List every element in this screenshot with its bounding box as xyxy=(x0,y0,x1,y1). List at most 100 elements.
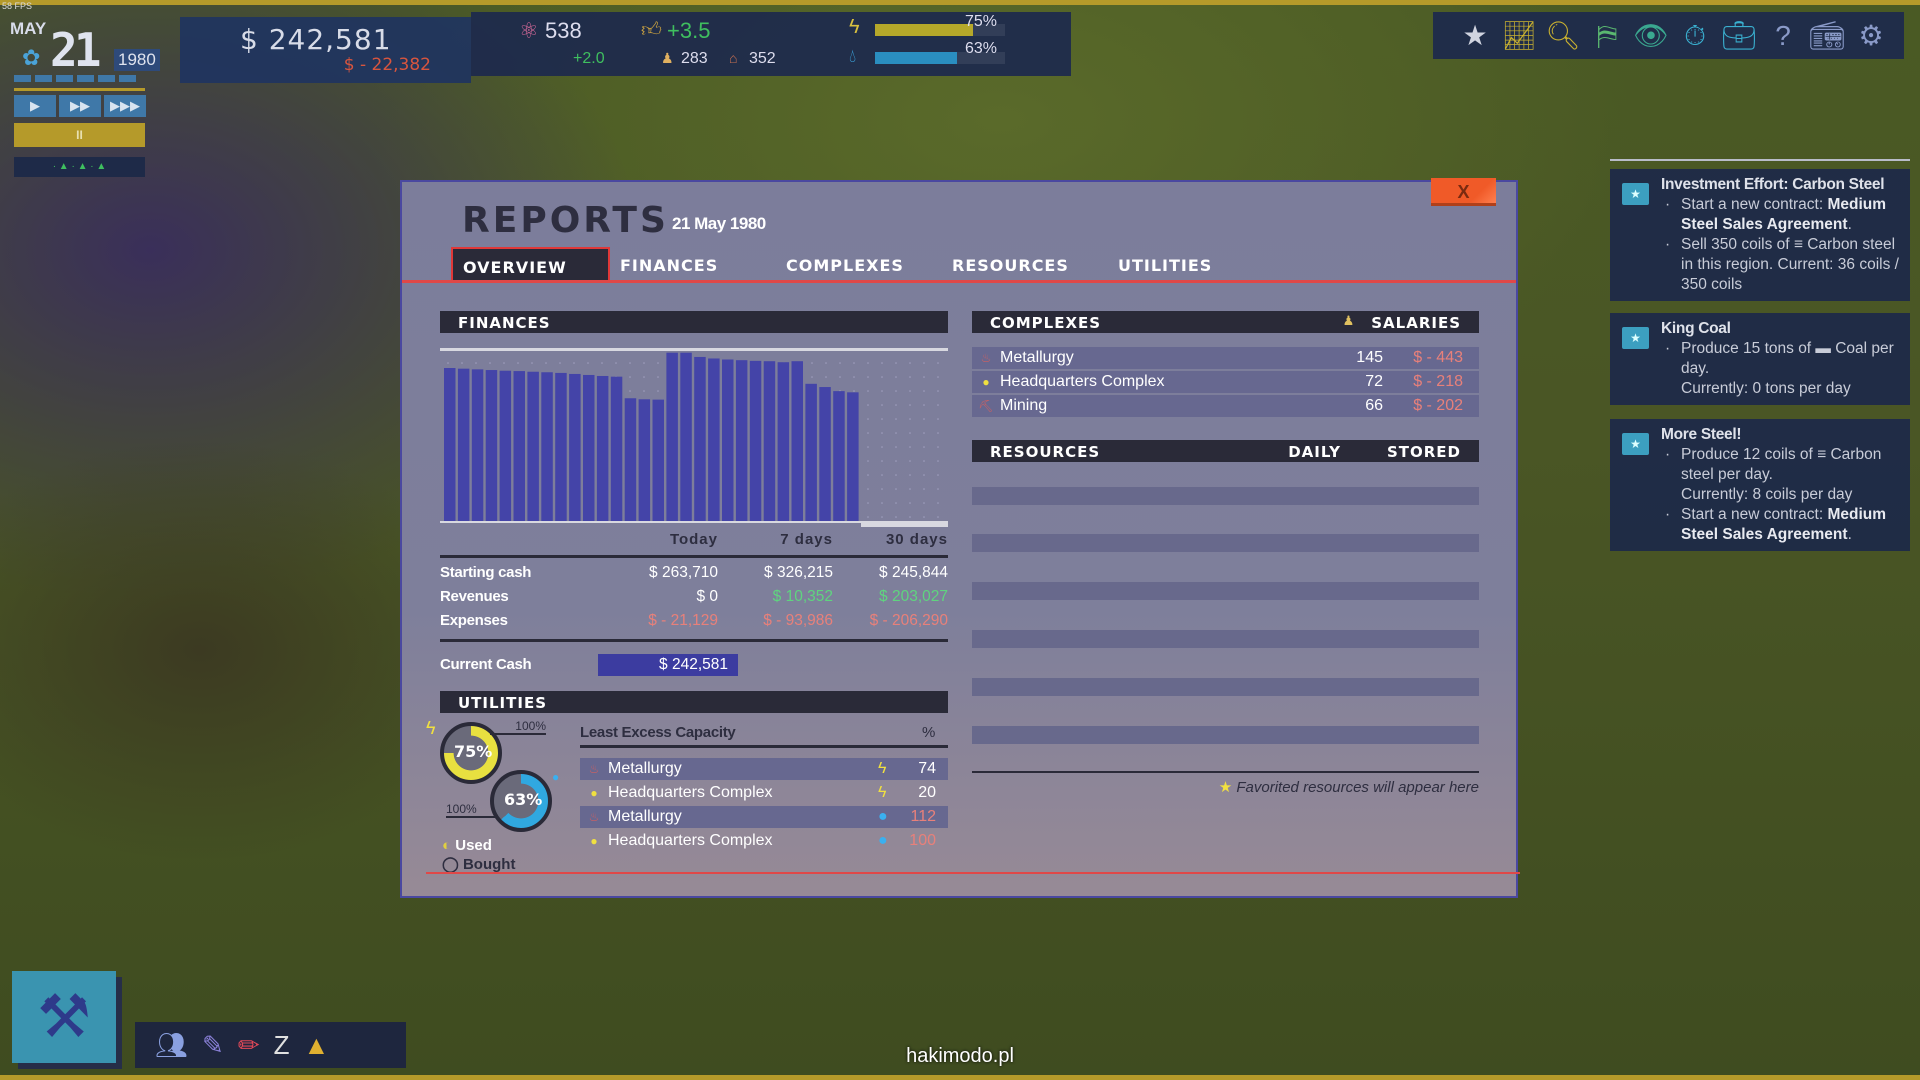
utility-row[interactable]: ♨ Metallurgy ● 112 xyxy=(580,806,948,828)
power-icon: ϟ xyxy=(878,784,887,801)
workers-value[interactable]: 283 xyxy=(681,50,708,67)
utility-row[interactable]: ● Headquarters Complex ϟ 20 xyxy=(580,782,948,804)
water-gauge xyxy=(490,770,552,832)
reports-window: X REPORTS 21 May 1980 OVERVIEW FINANCES … xyxy=(400,178,1520,898)
fps-counter: 58 FPS xyxy=(2,1,33,11)
quest-card[interactable]: ★ King Coal Produce 15 tons of ▬ Coal per … xyxy=(1610,313,1910,405)
quest-card[interactable]: ★ More Steel! Produce 12 coils of ≡ Carbon… xyxy=(1610,419,1910,551)
traffic-cone-icon[interactable]: ▲ xyxy=(303,1029,330,1060)
approval-value[interactable]: +3.5 xyxy=(667,18,711,43)
complex-salary: $ - 202 xyxy=(1413,397,1463,414)
play-button[interactable]: ▶ xyxy=(14,95,56,117)
briefcase-icon: ★ xyxy=(1622,433,1649,455)
grid-dot xyxy=(867,404,869,406)
fastest-button[interactable]: ▶▶▶ xyxy=(104,95,146,117)
grid-dot xyxy=(909,460,911,462)
col-7days: 7 days xyxy=(780,531,833,548)
money-panel[interactable]: $ 242,581 $ - 22,382 xyxy=(180,17,471,83)
utility-row[interactable]: ● Headquarters Complex ● 100 xyxy=(580,830,948,852)
objectives-icon[interactable]: 💼︎ xyxy=(1721,19,1757,51)
quest-title: More Steel! xyxy=(1661,426,1742,443)
grid-dot xyxy=(503,362,505,364)
chart-bar xyxy=(735,360,748,521)
overview-map-icon[interactable]: 👁︎ xyxy=(1633,19,1669,51)
build-crane-button[interactable]: ⚒ xyxy=(12,971,116,1063)
grid-dot xyxy=(895,446,897,448)
grid-dot xyxy=(909,474,911,476)
chart-bar xyxy=(499,370,512,521)
finance-row-label: Revenues xyxy=(440,588,509,605)
grid-dot xyxy=(657,376,659,378)
contracts-icon[interactable]: ⏱︎ xyxy=(1684,19,1706,51)
water-percent: 63% xyxy=(965,40,998,57)
land-icon[interactable]: ⛿ xyxy=(1596,19,1618,51)
fast-forward-button[interactable]: ▶▶ xyxy=(59,95,101,117)
favorites-icon[interactable]: ★ xyxy=(1462,19,1488,51)
tab-underline xyxy=(402,280,1516,283)
grid-dot xyxy=(867,516,869,518)
chart-bar xyxy=(541,372,553,521)
salaries-title[interactable]: SALARIES xyxy=(1371,314,1461,332)
utility-row[interactable]: ♨ Metallurgy ϟ 74 xyxy=(580,758,948,780)
percent-header: % xyxy=(922,724,936,741)
logistics-icon[interactable]: Z xyxy=(273,1029,290,1060)
utility-consumer: Headquarters Complex xyxy=(608,784,773,801)
weather-strip: · ▲ · ▲ · ▲ xyxy=(14,157,145,177)
research-value[interactable]: 538 xyxy=(545,18,582,43)
empty-resource-row xyxy=(972,487,1479,505)
grid-dot xyxy=(895,516,897,518)
utility-value: 100 xyxy=(909,832,936,849)
communication-icon[interactable]: ✎ xyxy=(202,1029,224,1060)
atom-icon: ⚛ xyxy=(519,18,539,43)
grid-dot xyxy=(881,362,883,364)
complex-name: Metallurgy xyxy=(1000,349,1074,366)
grid-dot xyxy=(923,362,925,364)
chart-bar xyxy=(722,359,734,521)
draw-road-icon[interactable]: ✏ xyxy=(237,1029,260,1060)
grid-dot xyxy=(881,474,883,476)
headquarters-icon: ● xyxy=(590,834,598,848)
research-icon[interactable]: 🔍︎ xyxy=(1545,19,1581,51)
grid-dot xyxy=(839,376,841,378)
grid-dot xyxy=(909,502,911,504)
divider xyxy=(972,771,1479,773)
stored-title[interactable]: STORED xyxy=(1386,443,1461,461)
cash-value: $ 242,581 xyxy=(240,23,392,56)
tab-finances[interactable]: FINANCES xyxy=(620,256,719,275)
grid-dot xyxy=(643,376,645,378)
utility-value: 20 xyxy=(918,784,936,801)
briefcase-icon: ★ xyxy=(1622,183,1649,205)
power-gauge-label: 75% xyxy=(454,742,493,761)
complex-row[interactable]: ⛏ Mining 66 $ - 202 xyxy=(972,395,1479,417)
chart-bar xyxy=(666,352,678,521)
pause-button[interactable]: II xyxy=(14,123,145,147)
quest-card[interactable]: ★ Investment Effort: Carbon Steel Start a … xyxy=(1610,169,1910,301)
housing-value[interactable]: 352 xyxy=(749,50,776,67)
report-date: 21 May 1980 xyxy=(672,214,766,233)
daily-title[interactable]: DAILY xyxy=(1288,443,1341,461)
headquarters-icon: ● xyxy=(982,375,990,389)
chart-bar xyxy=(610,376,623,521)
population-icon[interactable]: 👥︎ xyxy=(155,1029,189,1060)
grid-dot xyxy=(839,362,841,364)
grid-dot xyxy=(629,362,631,364)
divider xyxy=(14,88,145,91)
settings-icon[interactable]: ⚙ xyxy=(1858,19,1884,51)
grid-dot xyxy=(867,418,869,420)
tab-resources[interactable]: RESOURCES xyxy=(952,256,1069,275)
tab-utilities[interactable]: UTILITIES xyxy=(1118,256,1213,275)
grid-dot xyxy=(881,390,883,392)
utilities-header: UTILITIES xyxy=(440,691,948,713)
least-excess-header: Least Excess Capacity xyxy=(580,724,736,741)
mining-icon: ⛏ xyxy=(978,399,994,413)
grid-dot xyxy=(937,376,939,378)
help-icon[interactable]: ? xyxy=(1775,19,1791,51)
radio-icon[interactable]: 📻︎ xyxy=(1809,19,1845,51)
complex-row[interactable]: ● Headquarters Complex 72 $ - 218 xyxy=(972,371,1479,393)
quest-divider xyxy=(1610,159,1910,161)
close-button[interactable]: X xyxy=(1431,178,1496,206)
statistics-icon[interactable]: 📈︎ xyxy=(1501,19,1537,51)
complex-row[interactable]: ♨ Metallurgy 145 $ - 443 xyxy=(972,347,1479,369)
tab-overview[interactable]: OVERVIEW xyxy=(451,247,610,281)
tab-complexes[interactable]: COMPLEXES xyxy=(786,256,904,275)
